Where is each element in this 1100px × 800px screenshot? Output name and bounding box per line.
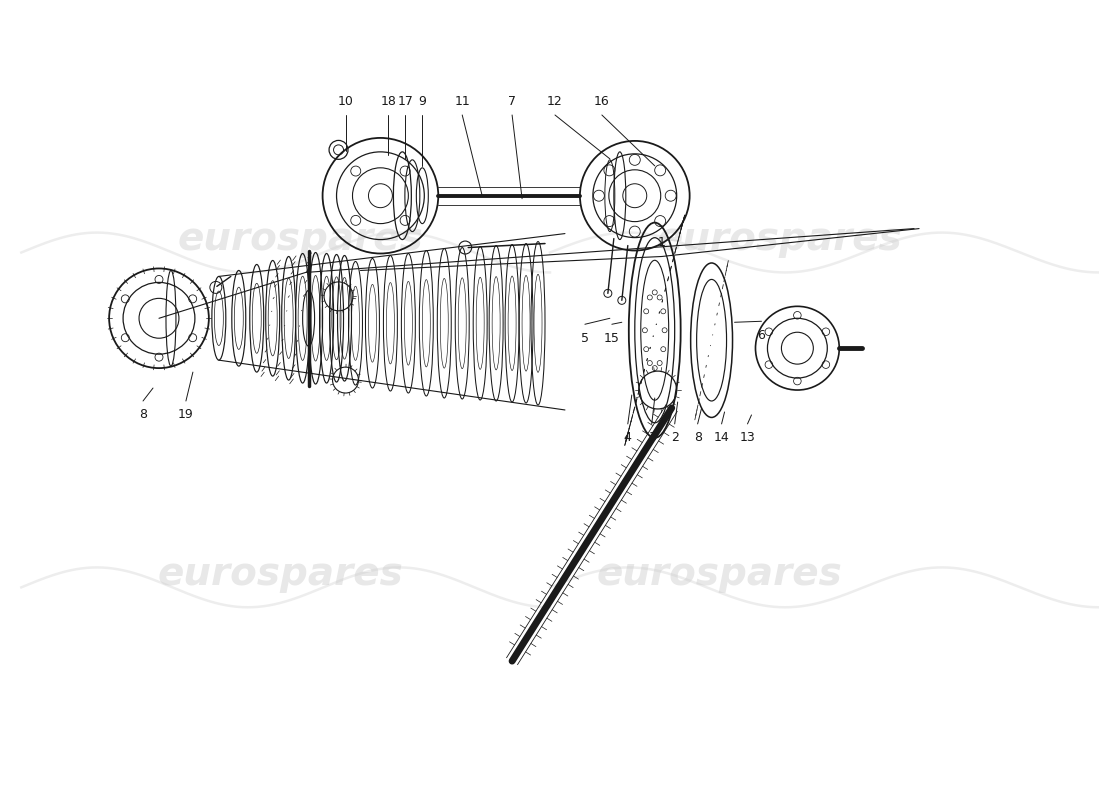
Text: 8: 8 — [694, 431, 702, 444]
Text: eurospares: eurospares — [657, 219, 902, 258]
Text: 17: 17 — [397, 94, 414, 107]
Text: eurospares: eurospares — [178, 219, 424, 258]
Text: 6: 6 — [758, 329, 766, 342]
Text: 19: 19 — [178, 409, 194, 422]
Text: 12: 12 — [547, 94, 563, 107]
Text: 3: 3 — [648, 431, 656, 444]
Text: 4: 4 — [624, 431, 631, 444]
Text: eurospares: eurospares — [596, 555, 843, 594]
Text: 18: 18 — [381, 94, 396, 107]
Text: 14: 14 — [714, 431, 729, 444]
Text: 5: 5 — [581, 332, 589, 345]
Text: 9: 9 — [418, 94, 427, 107]
Text: 11: 11 — [454, 94, 470, 107]
Text: 15: 15 — [604, 332, 619, 345]
Text: eurospares: eurospares — [157, 555, 404, 594]
Text: 10: 10 — [338, 94, 353, 107]
Text: 2: 2 — [671, 431, 679, 444]
Text: 16: 16 — [594, 94, 609, 107]
Text: 8: 8 — [139, 409, 147, 422]
Text: 13: 13 — [739, 431, 756, 444]
Text: 7: 7 — [508, 94, 516, 107]
Text: 1: 1 — [658, 236, 666, 249]
